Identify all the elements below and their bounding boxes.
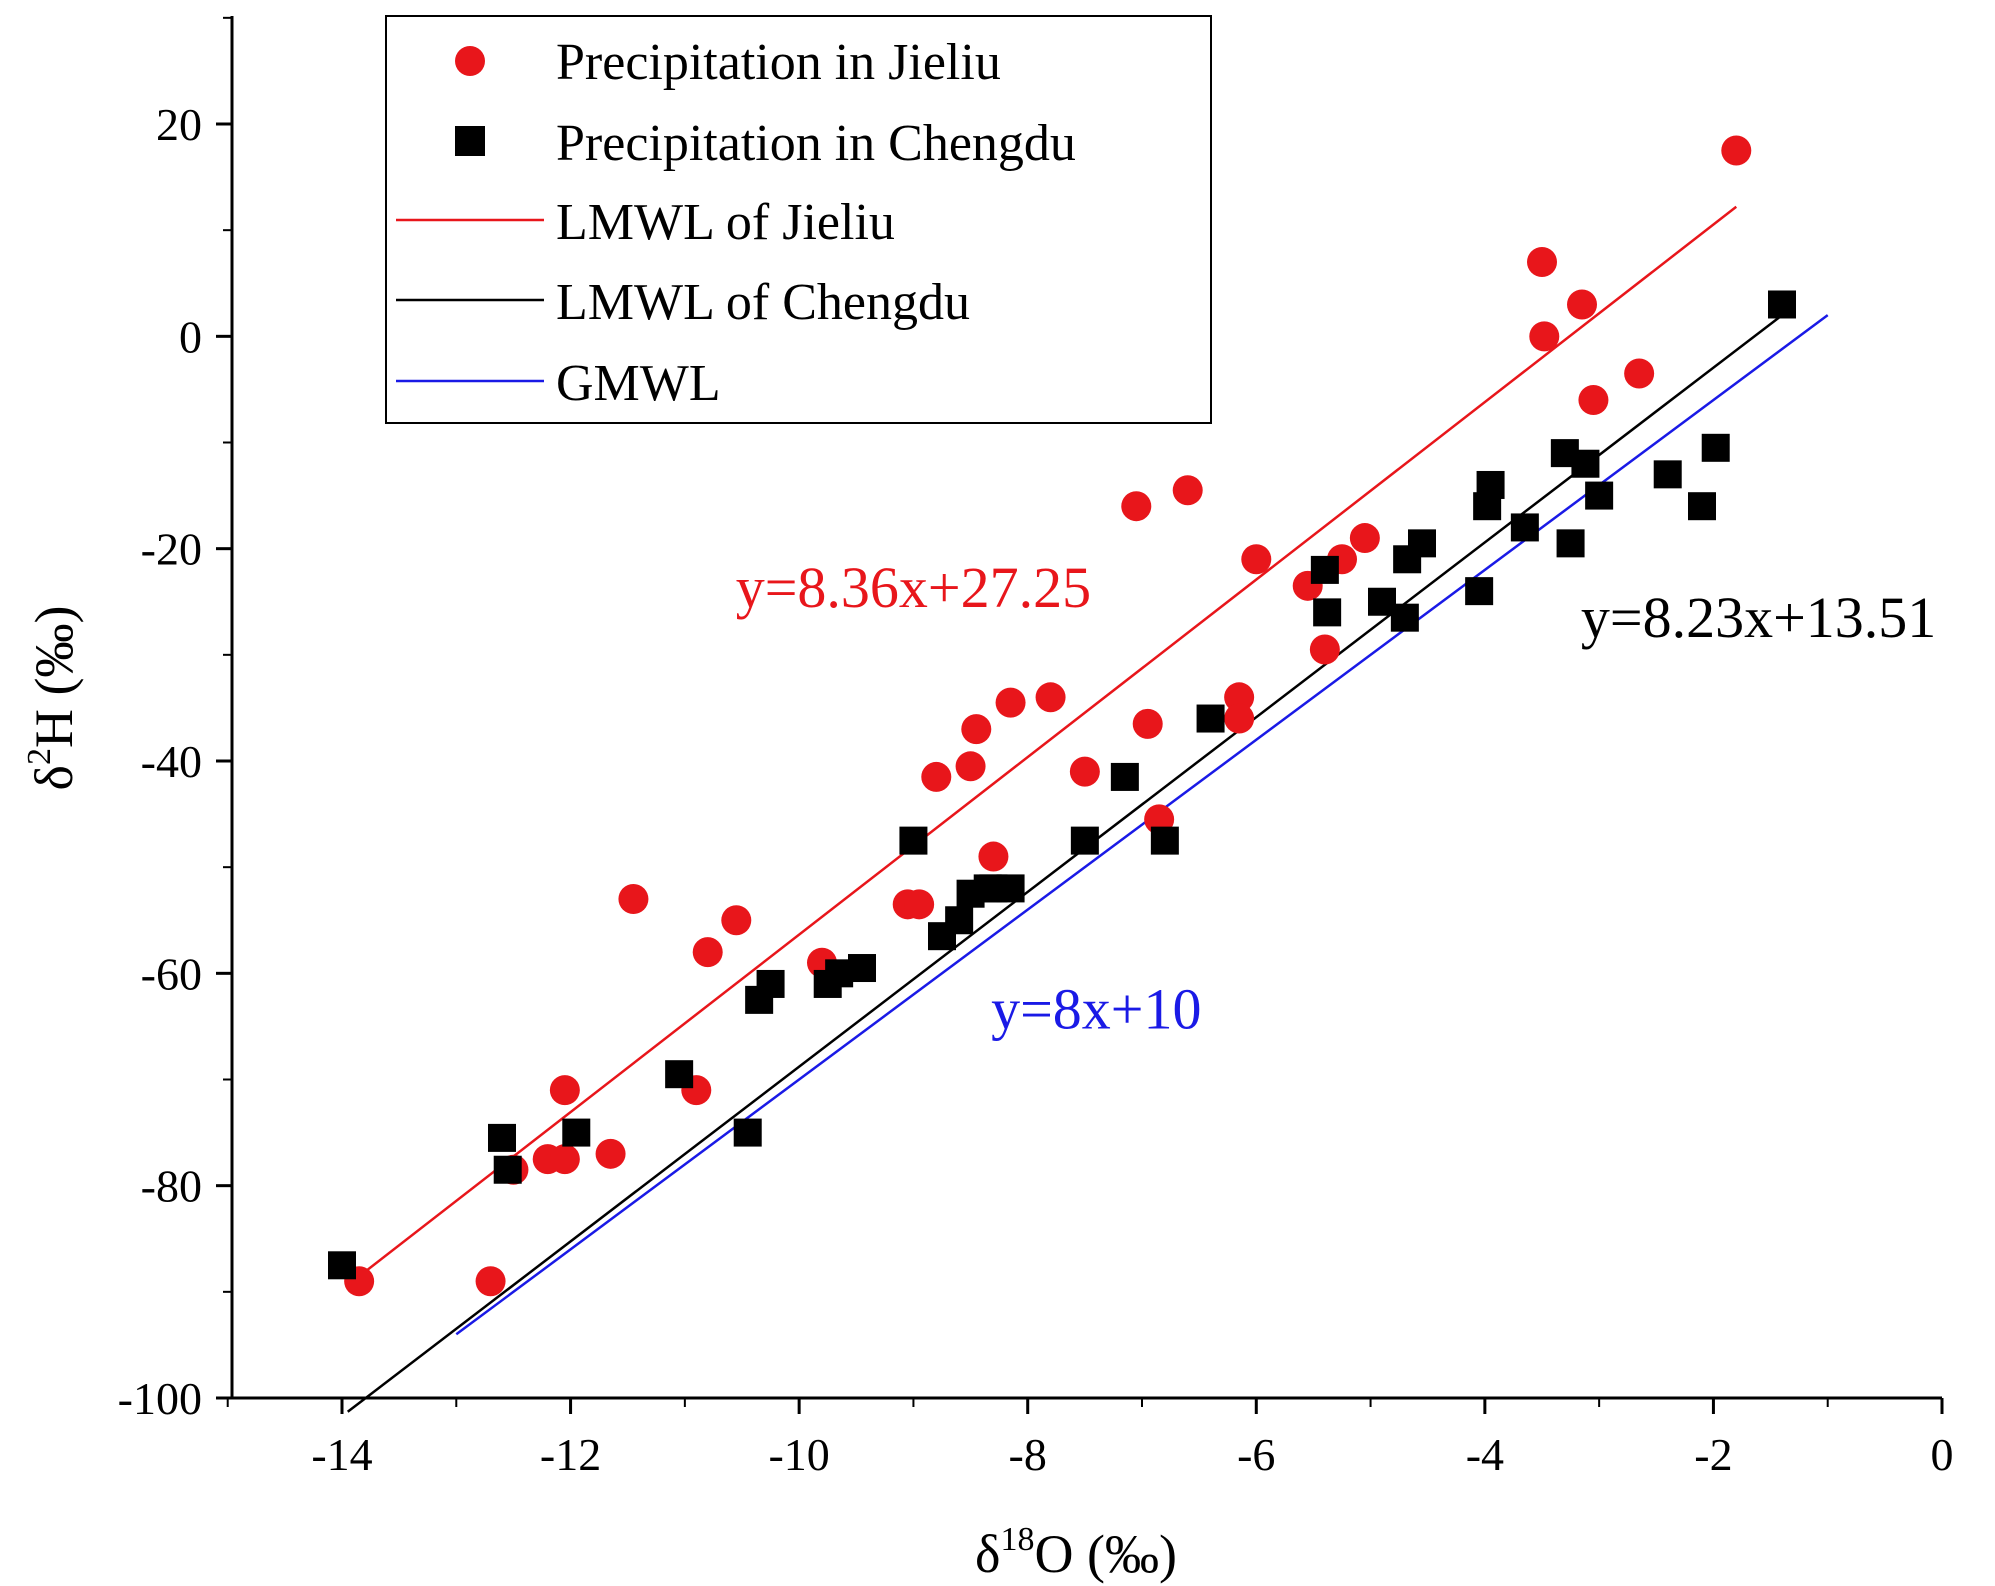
point-jieliu [475,1266,506,1297]
point-jieliu [721,905,752,936]
point-chengdu [1476,470,1505,499]
point-jieliu [995,687,1026,718]
point-chengdu [328,1251,356,1280]
legend-label-jieliu: Precipitation in Jieliu [556,34,1001,91]
point-jieliu [1349,523,1380,554]
point-jieliu [1624,358,1655,389]
x-tick-label: -14 [311,1429,372,1480]
point-chengdu [899,826,928,855]
y-tick-label: -80 [141,1161,202,1212]
point-jieliu [1132,708,1163,739]
legend-label-chengdu: Precipitation in Chengdu [556,115,1076,172]
equation-annotations: y=8.36x+27.25 y=8.23x+13.51 y=8x+10 [736,555,1937,1041]
y-tick-label: -100 [118,1373,202,1424]
point-chengdu [1196,704,1225,733]
point-jieliu [961,714,992,745]
y-tick-label: -20 [141,524,202,575]
point-chengdu [1313,598,1342,627]
fit-line-lmwl-of-jieliu [352,205,1738,1282]
x-tick-label: -12 [540,1429,601,1480]
legend-marker-chengdu [455,126,485,156]
point-jieliu [1309,634,1340,665]
point-chengdu [848,954,876,983]
point-chengdu [1310,555,1339,584]
y-tick-label: -60 [141,948,202,999]
legend-marker-jieliu [455,46,485,76]
y-tick-label: 20 [156,99,202,150]
x-tick-label: -4 [1466,1429,1504,1480]
point-chengdu [493,1155,522,1184]
y-axis-label: δ2H (‰) [21,606,84,791]
point-chengdu [1653,460,1682,489]
point-jieliu [978,841,1009,872]
point-chengdu [562,1118,591,1147]
point-chengdu [665,1060,694,1089]
point-chengdu [1408,529,1436,558]
point-jieliu [955,751,986,782]
point-jieliu [1721,135,1752,166]
point-chengdu [996,874,1025,903]
legend: Precipitation in Jieliu Precipitation in… [385,15,1212,424]
point-jieliu [595,1138,626,1169]
point-chengdu [1150,826,1179,855]
point-jieliu [1035,682,1066,713]
point-chengdu [1585,481,1614,510]
point-jieliu [1224,682,1255,713]
point-jieliu [692,937,723,968]
point-chengdu [1688,492,1716,521]
fit-line-lmwl-of-chengdu [346,314,1783,1413]
legend-label-lmwl-chengdu: LMWL of Chengdu [556,274,970,331]
annotation-jieliu: y=8.36x+27.25 [736,555,1091,620]
point-chengdu [756,969,785,998]
point-jieliu [904,889,935,920]
annotation-gmwl: y=8x+10 [991,977,1201,1042]
point-jieliu [1121,491,1152,522]
point-jieliu [1241,544,1272,575]
x-tick-label: -8 [1009,1429,1047,1480]
point-jieliu [1529,321,1560,352]
fit-line-gmwl [455,314,1829,1336]
x-tick-label: 0 [1931,1429,1954,1480]
y-tick-label: 0 [179,311,202,362]
x-tick-label: -10 [768,1429,829,1480]
point-chengdu [1556,529,1585,558]
point-chengdu [1110,762,1139,791]
y-tick-label: -40 [141,736,202,787]
point-jieliu [1567,289,1597,320]
x-tick-label: -2 [1694,1429,1732,1480]
point-jieliu [549,1075,580,1106]
point-chengdu [1070,826,1099,855]
x-axis-label: δ18O (‰) [975,1521,1177,1584]
point-chengdu [488,1123,516,1152]
point-chengdu [1571,449,1600,478]
point-chengdu [1768,290,1796,319]
point-chengdu [945,906,974,935]
point-chengdu [733,1118,762,1147]
annotation-chengdu: y=8.23x+13.51 [1581,585,1936,650]
point-jieliu [1527,247,1557,278]
point-chengdu [1465,577,1494,606]
point-chengdu [1390,603,1419,632]
point-jieliu [549,1144,580,1175]
legend-label-lmwl-jieliu: LMWL of Jieliu [556,194,895,251]
point-jieliu [618,884,649,915]
point-jieliu [1069,756,1100,787]
point-jieliu [1224,703,1255,734]
point-jieliu [1578,385,1609,416]
point-jieliu [921,761,952,792]
x-tick-label: -6 [1237,1429,1275,1480]
data-points [328,135,1796,1297]
point-chengdu [1510,513,1539,542]
point-jieliu [1172,475,1203,506]
legend-label-gmwl: GMWL [556,355,721,412]
point-chengdu [1701,433,1730,462]
